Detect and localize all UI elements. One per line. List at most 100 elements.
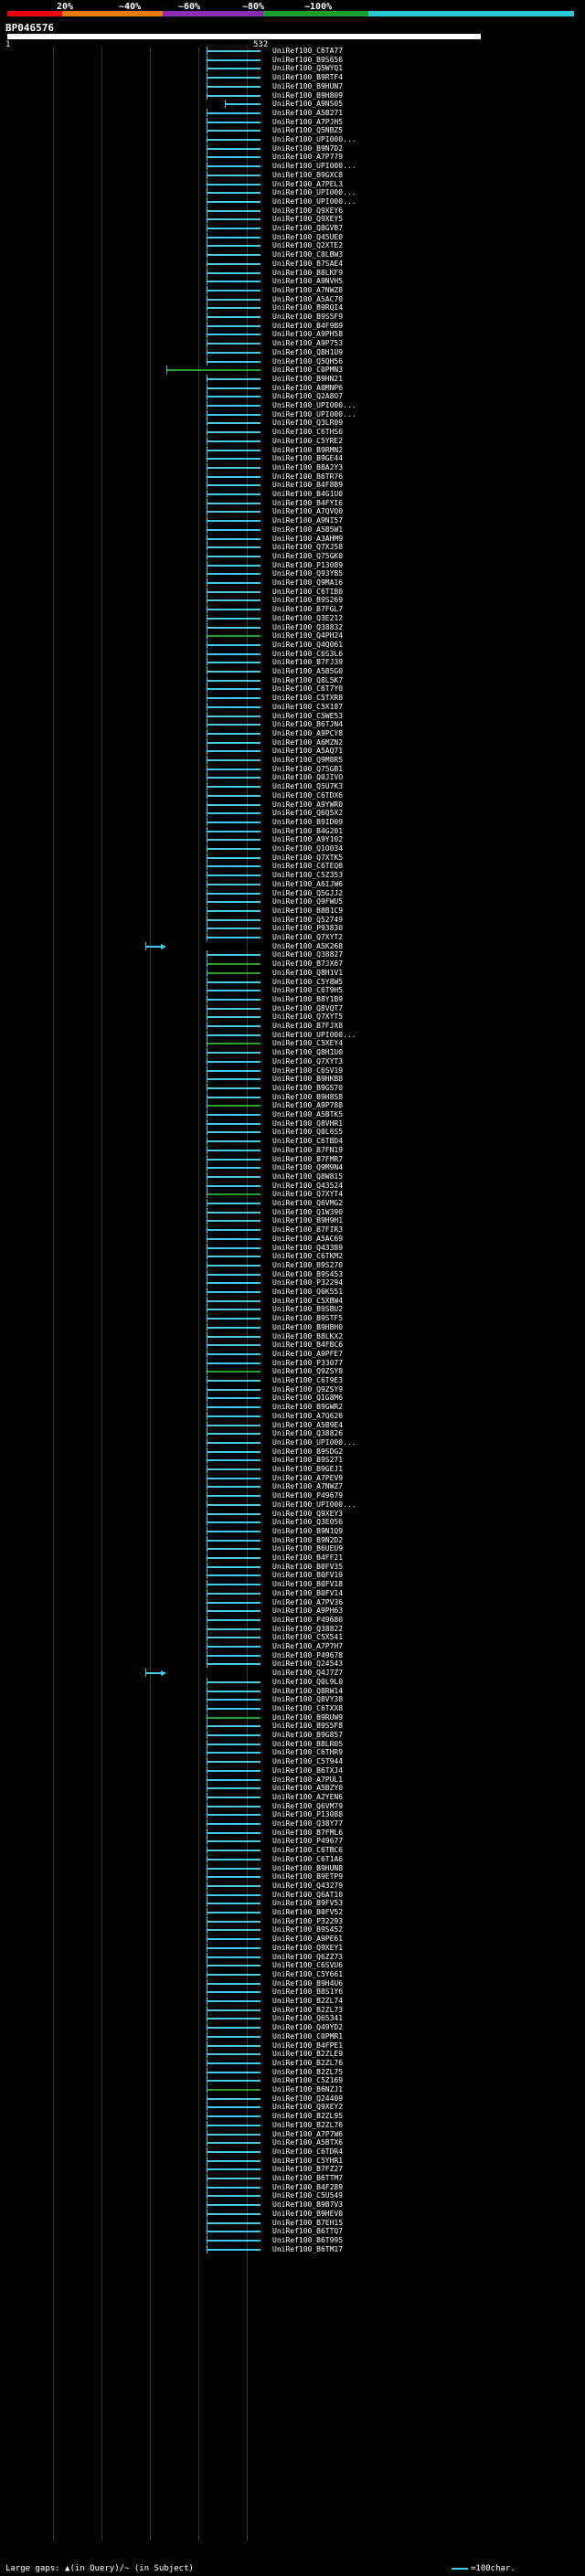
hit-label[interactable]: UniRef100_Q9ZSY8	[272, 1367, 344, 1376]
hit-label[interactable]: UniRef100_B9G857	[272, 1731, 344, 1739]
hit-label[interactable]: UniRef100_Q38832	[272, 622, 344, 631]
hit-label[interactable]: UniRef100_B9N1Q9	[272, 1526, 344, 1535]
hit-row[interactable]: UniRef100_A7NWZ8	[7, 285, 583, 294]
hit-label[interactable]: UniRef100_B2ZL75	[272, 2067, 344, 2076]
hit-label[interactable]: UniRef100_Q6Q5X2	[272, 809, 344, 818]
hit-row[interactable]: UniRef100_C5TXR8	[7, 694, 583, 703]
hit-row[interactable]: UniRef100_Q3LR09	[7, 419, 583, 428]
hit-label[interactable]: UniRef100_Q7XJ58	[272, 543, 344, 552]
hit-label[interactable]: UniRef100_P49677	[272, 1837, 344, 1846]
hit-row[interactable]: UniRef100_C0PMR1	[7, 2031, 583, 2041]
hit-label[interactable]: UniRef100_B7FMR7	[272, 1154, 344, 1163]
hit-row[interactable]: UniRef100_Q3E212	[7, 613, 583, 622]
hit-label[interactable]: UniRef100_Q8VQT7	[272, 1003, 344, 1012]
hit-row[interactable]: UniRef100_B2ZLE9	[7, 2050, 583, 2059]
hit-label[interactable]: UniRef100_C5Y8W5	[272, 977, 344, 986]
hit-row[interactable]: UniRef100_Q7XYT5	[7, 1012, 583, 1022]
hit-label[interactable]: UniRef100_Q0L6S5	[272, 1128, 344, 1137]
hit-label[interactable]: UniRef100_A9NVH5	[272, 277, 344, 286]
hit-row[interactable]: UniRef100_Q43389	[7, 1243, 583, 1252]
hit-label[interactable]: UniRef100_Q7XTK5	[272, 853, 344, 862]
hit-label[interactable]: UniRef100_B2ZL76	[272, 2058, 344, 2067]
hit-row[interactable]: UniRef100_Q5NBZ5	[7, 126, 583, 135]
hit-label[interactable]: UniRef100_Q9M8R5	[272, 756, 344, 764]
hit-row[interactable]: UniRef100_A7NWZ7	[7, 1482, 583, 1491]
hit-row[interactable]: UniRef100_B9H9H1	[7, 1216, 583, 1225]
hit-label[interactable]: UniRef100_Q38822	[272, 1624, 344, 1633]
hit-row[interactable]: UniRef100_B9ETP9	[7, 1872, 583, 1882]
hit-row[interactable]: UniRef100_C5YHR1	[7, 2156, 583, 2165]
hit-row[interactable]: UniRef100_P49679	[7, 1491, 583, 1500]
hit-label[interactable]: UniRef100_Q7XYT2	[272, 933, 344, 941]
hit-row[interactable]: UniRef100_B6TXJ4	[7, 1765, 583, 1775]
hit-label[interactable]: UniRef100_A7PEV9	[272, 1473, 344, 1482]
hit-label[interactable]: UniRef100_A5B5G0	[272, 667, 344, 675]
hit-label[interactable]: UniRef100_B7FN19	[272, 1145, 344, 1154]
hit-label[interactable]: UniRef100_B9GWR2	[272, 1403, 344, 1412]
hit-label[interactable]: UniRef100_B9S452	[272, 1925, 344, 1935]
hit-row[interactable]: UniRef100_Q9MA16	[7, 578, 583, 587]
hit-label[interactable]: UniRef100_Q93YB5	[272, 569, 344, 578]
hit-label[interactable]: UniRef100_B9H9H1	[272, 1216, 344, 1225]
hit-row[interactable]: UniRef100_B0FV18	[7, 1580, 583, 1589]
hit-label[interactable]: UniRef100_A9NS05	[272, 100, 344, 109]
hit-row[interactable]: UniRef100_A5AC70	[7, 294, 583, 303]
hit-row[interactable]: UniRef100_UPI000...	[7, 188, 583, 197]
hit-label[interactable]: UniRef100_C6TEQ8	[272, 862, 344, 871]
hit-row[interactable]: UniRef100_B9S452	[7, 1925, 583, 1935]
hit-row[interactable]: UniRef100_Q9XEY5	[7, 215, 583, 224]
hit-label[interactable]: UniRef100_Q24543	[272, 1659, 344, 1669]
hit-row[interactable]: UniRef100_C5Y661	[7, 1969, 583, 1978]
hit-row[interactable]: UniRef100_Q38Y77	[7, 1819, 583, 1828]
hit-label[interactable]: UniRef100_A7Q626	[272, 1411, 344, 1420]
hit-row[interactable]: UniRef100_Q8GVB7	[7, 224, 583, 232]
hit-label[interactable]: UniRef100_A7NWZ8	[272, 285, 344, 294]
hit-label[interactable]: UniRef100_C6TXX8	[272, 1703, 344, 1712]
hit-label[interactable]: UniRef100_Q0L9L0	[272, 1677, 344, 1686]
hit-row[interactable]: UniRef100_P13089	[7, 560, 583, 569]
hit-label[interactable]: UniRef100_Q9XEY5	[272, 215, 344, 224]
hit-row[interactable]: UniRef100_B7FZ27	[7, 2165, 583, 2174]
hit-label[interactable]: UniRef100_C5XBW4	[272, 1296, 344, 1305]
hit-label[interactable]: UniRef100_C5XEY4	[272, 1039, 344, 1048]
hit-label[interactable]: UniRef100_C6TDR4	[272, 2147, 344, 2156]
hit-row[interactable]: UniRef100_Q7XYT3	[7, 1056, 583, 1065]
hit-label[interactable]: UniRef100_Q5WYQ1	[272, 64, 344, 73]
hit-row[interactable]: UniRef100_Q38822	[7, 1624, 583, 1633]
hit-label[interactable]: UniRef100_UPI000...	[272, 188, 356, 197]
hit-label[interactable]: UniRef100_B9S271	[272, 1456, 344, 1465]
hit-row[interactable]: UniRef100_B9S453	[7, 1269, 583, 1278]
hit-row[interactable]: UniRef100_Q0L9L0	[7, 1677, 583, 1686]
hit-row[interactable]: UniRef100_B7FIR3	[7, 1225, 583, 1235]
hit-row[interactable]: UniRef100_C5Y8W5	[7, 977, 583, 986]
hit-label[interactable]: UniRef100_B4FBC6	[272, 1341, 344, 1350]
hit-row[interactable]: UniRef100_C5WE53	[7, 711, 583, 720]
hit-label[interactable]: UniRef100_B7EH15	[272, 2218, 344, 2227]
hit-label[interactable]: UniRef100_A7PV36	[272, 1597, 344, 1606]
hit-row[interactable]: UniRef100_Q49YD2	[7, 2023, 583, 2032]
hit-label[interactable]: UniRef100_A6MZN2	[272, 737, 344, 747]
hit-row[interactable]: UniRef100_Q6Q5X2	[7, 809, 583, 818]
hit-label[interactable]: UniRef100_Q1O034	[272, 844, 344, 853]
hit-label[interactable]: UniRef100_A7PJH5	[272, 117, 344, 126]
hit-label[interactable]: UniRef100_C6SV19	[272, 1065, 344, 1075]
hit-row[interactable]: UniRef100_B6TM17	[7, 2244, 583, 2253]
hit-label[interactable]: UniRef100_B9HUN8	[272, 1863, 344, 1872]
hit-label[interactable]: UniRef100_Q9XEY1	[272, 1943, 344, 1952]
hit-row[interactable]: UniRef100_B7EH15	[7, 2218, 583, 2227]
hit-row[interactable]: UniRef100_P49680	[7, 1615, 583, 1624]
hit-label[interactable]: UniRef100_B8B1C9	[272, 906, 344, 915]
hit-label[interactable]: UniRef100_C5YRE2	[272, 436, 344, 445]
hit-row[interactable]: UniRef100_B0FV19	[7, 1571, 583, 1580]
hit-label[interactable]: UniRef100_C5Z353	[272, 871, 344, 880]
hit-row[interactable]: UniRef100_A9PCY8	[7, 728, 583, 737]
hit-row[interactable]: UniRef100_A5BTK5	[7, 1110, 583, 1118]
hit-label[interactable]: UniRef100_B7FML6	[272, 1828, 344, 1837]
hit-label[interactable]: UniRef100_B0FV18	[272, 1580, 344, 1589]
hit-label[interactable]: UniRef100_Q8L5K7	[272, 675, 344, 684]
hit-row[interactable]: UniRef100_A0MNP6	[7, 383, 583, 392]
hit-label[interactable]: UniRef100_A7P7W6	[272, 2129, 344, 2138]
hit-label[interactable]: UniRef100_Q75GB1	[272, 764, 344, 773]
hit-row[interactable]: UniRef100_UPI000...	[7, 162, 583, 171]
hit-row[interactable]: UniRef100_Q6ZZ73	[7, 1952, 583, 1961]
